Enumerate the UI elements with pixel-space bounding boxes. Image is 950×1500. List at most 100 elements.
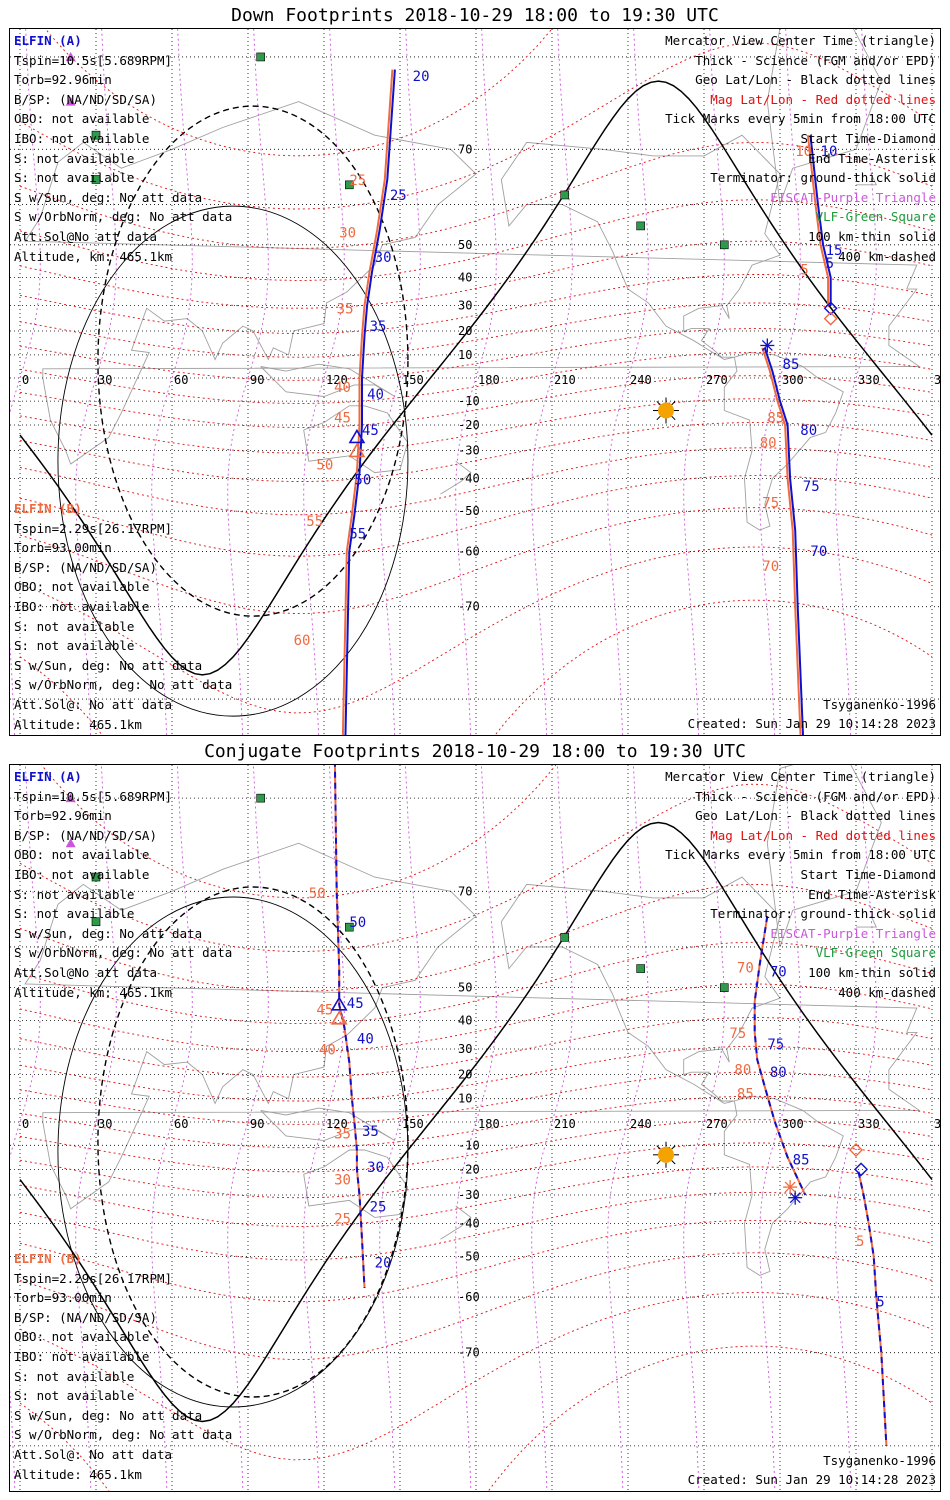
elfin-a-tick-label: 35 <box>370 319 387 335</box>
eiscat-marker <box>65 96 76 106</box>
elfin-a-tick-label: 25 <box>390 188 407 204</box>
lat-tick-label: 70 <box>458 884 472 898</box>
elfin-a-track <box>344 69 396 735</box>
coastline <box>440 460 472 495</box>
lon-tick-label: 120 <box>326 373 348 387</box>
elfin-b-info-line: Tspin=2.29s[26.17RPM] <box>14 520 173 536</box>
legend-entry: Mag Lat/Lon - Red dotted lines <box>710 827 936 843</box>
coastline <box>856 916 878 928</box>
elfin-a-tick-label: 45 <box>362 423 379 439</box>
legend-entry: 100 km-thin solid <box>808 228 936 244</box>
lat-tick-label: -50 <box>458 1249 480 1263</box>
mag-parallel <box>19 328 933 381</box>
elfin-a-tick-label: 15 <box>826 243 843 259</box>
legend-entry: Mercator View Center Time (triangle) <box>665 769 936 784</box>
elfin-a-tick-label: 85 <box>793 1152 810 1168</box>
elfin-b-info-line: Torb=93.00min <box>14 540 112 556</box>
sun-ray <box>671 1145 676 1150</box>
vlf-station-marker <box>345 922 354 932</box>
mag-parallel <box>19 240 933 309</box>
elfin-a-tick-label: 70 <box>810 544 827 560</box>
vlf-station-marker <box>636 964 645 973</box>
elfin-a-track <box>857 1171 888 1446</box>
elfin-a-info-line: Altitude, km: 465.1km <box>14 248 173 264</box>
elfin-a-tick-label: 20 <box>375 1256 392 1272</box>
elfin-a-info-line: Att.Sol@No att data <box>14 964 157 980</box>
elfin-a-info-line: S: not available <box>14 886 135 902</box>
lat-tick-label: -60 <box>458 1290 480 1304</box>
elfin-a-info-line: Tspin=10.5s[5.689RPM] <box>14 52 173 68</box>
sun-ray <box>671 1160 676 1165</box>
lat-tick-label: 30 <box>458 1042 472 1056</box>
elfin-a-tick-label: 55 <box>349 526 366 542</box>
elfin-a-center-triangle <box>330 996 348 1011</box>
lon-tick-label: 270 <box>706 373 728 387</box>
mag-parallel <box>19 941 933 1025</box>
mag-parallel <box>19 352 933 404</box>
sun-ray <box>656 400 661 406</box>
legend-entry: Terminator: ground-thick solid <box>710 170 936 186</box>
elfin-a-tick-label: 30 <box>375 250 392 266</box>
elfin-a-end-asterisk <box>789 1192 801 1204</box>
elfin-b-tick-label: 55 <box>306 514 323 530</box>
vlf-station-marker <box>560 190 569 200</box>
eiscat-marker <box>65 793 76 803</box>
mag-meridian <box>227 29 269 735</box>
mag-parallel <box>19 1142 933 1199</box>
elfin-a-info-line: IBO: not available <box>14 866 150 882</box>
elfin-a-info-line: IBO: not available <box>14 130 150 146</box>
elfin-b-tick-label: 80 <box>734 1063 751 1079</box>
400km-contour <box>97 105 409 617</box>
elfin-b-tick-label: 75 <box>729 1026 746 1042</box>
elfin-b-info-line: S w/Sun, deg: No att data <box>14 1407 203 1423</box>
elfin-b-info-line: S: not available <box>14 1388 135 1404</box>
elfin-b-tick-label: 85 <box>767 411 784 427</box>
mag-parallel <box>41 765 557 899</box>
lat-tick-label: 40 <box>458 270 472 284</box>
mag-parallel <box>19 375 933 428</box>
elfin-a-info-line: OBO: not available <box>14 111 150 127</box>
eiscat-marker <box>65 51 76 61</box>
coastline <box>24 101 921 465</box>
lon-tick-label: 90 <box>250 373 264 387</box>
elfin-b-info-line: Att.Sol@: No att data <box>14 696 173 712</box>
mag-parallel <box>19 447 933 516</box>
lat-tick-label: 10 <box>458 1092 472 1106</box>
lon-tick-label: 150 <box>402 373 424 387</box>
vlf-station-marker <box>91 872 101 882</box>
lon-tick-label: 240 <box>630 373 652 387</box>
elfin-a-start-diamond <box>823 301 838 316</box>
lat-tick-label: 10 <box>458 348 472 362</box>
lat-tick-label: -70 <box>458 1346 480 1360</box>
elfin-a-tick-label: 80 <box>800 423 817 439</box>
lat-tick-label: 20 <box>458 1068 472 1082</box>
elfin-a-info-line: B/SP: (NA/ND/SD/SA) <box>14 91 157 107</box>
lat-tick-label: 70 <box>458 142 472 156</box>
elfin-b-info-line: Altitude: 465.1km <box>14 716 142 732</box>
lat-tick-label: -10 <box>458 1138 480 1152</box>
coastline <box>260 363 396 397</box>
elfin-a-info-line: S w/OrbNorm, deg: No att data <box>14 945 233 961</box>
elfin-a-start-diamond <box>854 1162 869 1177</box>
legend-entry: Thick - Science (FGM and/or EPD) <box>695 788 936 804</box>
coastline <box>303 1149 409 1218</box>
elfin-b-tick-label: 35 <box>337 301 354 317</box>
legend: Mercator View Center Time (triangle) Thic… <box>665 767 936 1002</box>
legend-entry: Geo Lat/Lon - Black dotted lines <box>695 808 936 824</box>
elfin-b-end-asterisk <box>784 1181 796 1193</box>
mag-parallel <box>19 507 933 614</box>
mag-meridian <box>303 29 345 735</box>
elfin-a-info-line: Torb=92.96min <box>14 808 112 824</box>
model-name: Tsyganenko-1996 <box>823 1453 936 1468</box>
elfin-b-tick-label: 40 <box>319 1042 336 1058</box>
elfin-b-tick-label: 50 <box>316 458 333 474</box>
elfin-b-tick-label: 5 <box>800 262 808 278</box>
elfin-b-tick-label: 10 <box>795 144 812 160</box>
mag-meridian <box>455 29 497 735</box>
coastline <box>24 842 921 1210</box>
panel-1-title: Down Footprints 2018-10-29 18:00 to 19:3… <box>231 5 719 26</box>
down-footprints-map: 0 30 60 90 120 150 180 210 240 270 300 330 360 70 50 40… <box>9 28 941 736</box>
elfin-a-center-triangle <box>348 428 366 444</box>
mag-parallel <box>19 475 933 557</box>
sun-icon <box>658 1146 674 1163</box>
